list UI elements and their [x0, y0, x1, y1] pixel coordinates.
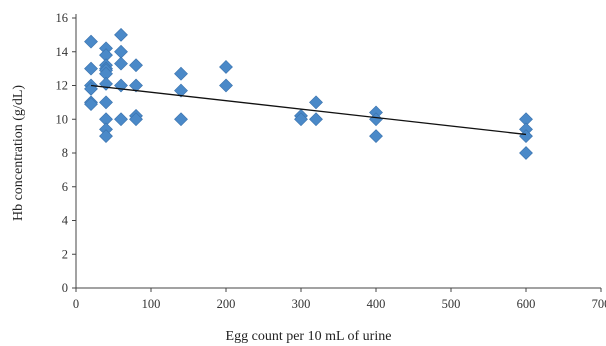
data-point — [114, 44, 128, 59]
data-point — [174, 112, 188, 127]
data-point — [219, 60, 233, 74]
data-point — [114, 27, 128, 42]
data-point — [84, 34, 98, 49]
data-point — [294, 112, 308, 127]
x-tick-label: 200 — [217, 297, 236, 311]
data-point — [174, 83, 188, 98]
x-axis-title: Egg count per 10 mL of urine — [226, 329, 392, 344]
data-point — [129, 112, 143, 127]
y-tick-label: 2 — [62, 247, 68, 261]
x-tick-label: 700 — [592, 297, 606, 311]
x-tick-group: 0 100 200 300 400 500 600 700 — [73, 288, 606, 311]
axes — [75, 14, 601, 289]
data-point — [114, 78, 128, 93]
x-tick-label: 300 — [292, 297, 311, 311]
trend-line — [90, 84, 527, 136]
y-tick-label: 16 — [56, 11, 69, 25]
y-axis-title: Hb concentration (g/dL) — [11, 85, 26, 221]
data-point — [369, 129, 383, 144]
x-tick-label: 0 — [73, 297, 79, 311]
data-point — [129, 78, 143, 93]
x-tick-label: 500 — [442, 297, 461, 311]
y-tick-label: 8 — [62, 146, 68, 160]
data-point — [219, 78, 233, 93]
data-point — [84, 97, 98, 111]
y-tick-label: 6 — [62, 180, 68, 194]
data-point — [84, 61, 98, 76]
data-point — [99, 95, 113, 110]
data-points — [84, 27, 533, 160]
y-tick-label: 0 — [62, 281, 68, 295]
y-tick-label: 10 — [56, 112, 69, 126]
data-point — [99, 76, 113, 91]
data-point — [129, 58, 143, 73]
data-point — [519, 146, 533, 160]
data-point — [114, 112, 128, 127]
y-tick-label: 14 — [56, 45, 69, 59]
data-point — [99, 129, 113, 144]
x-tick-label: 400 — [367, 297, 386, 311]
data-point — [309, 95, 323, 110]
y-tick-group: 0 2 4 6 8 10 12 14 16 — [56, 11, 76, 295]
data-point — [114, 56, 128, 71]
y-tick-label: 4 — [62, 214, 69, 228]
x-tick-label: 600 — [517, 297, 536, 311]
data-point — [309, 112, 323, 127]
data-point — [174, 66, 188, 81]
x-tick-label: 100 — [142, 297, 161, 311]
y-tick-label: 12 — [56, 79, 69, 93]
